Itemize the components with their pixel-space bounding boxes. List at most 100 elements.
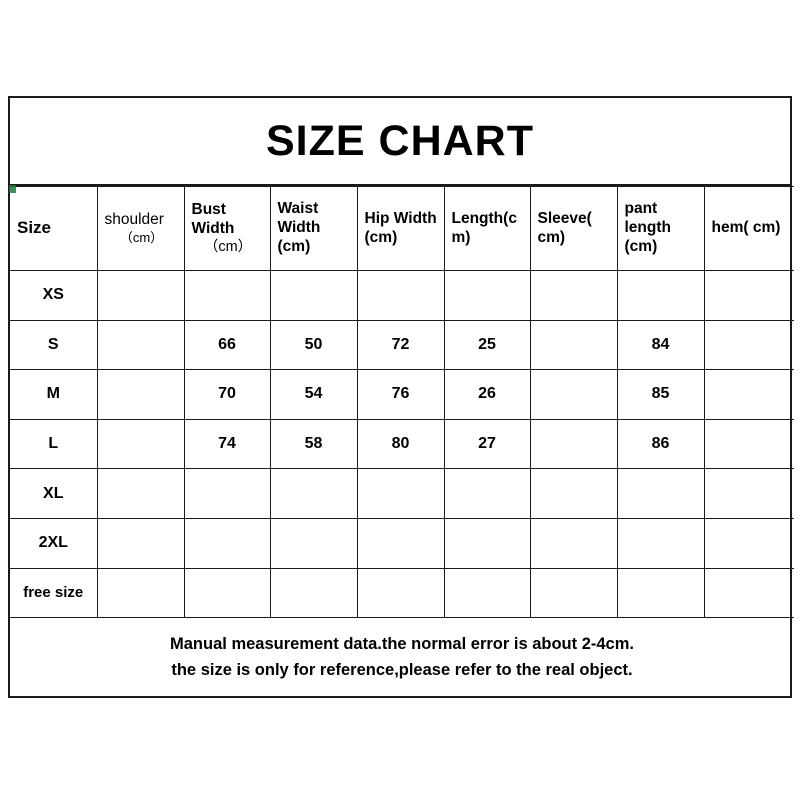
cell-hem bbox=[703, 270, 794, 321]
cell-pantlength bbox=[616, 270, 705, 321]
column-header-hem: hem( cm) bbox=[703, 186, 794, 271]
column-header-text: hem( cm) bbox=[712, 219, 790, 238]
column-header-unit: (cm) bbox=[277, 237, 311, 255]
column-header-text: Bust Width （cm） bbox=[192, 201, 265, 257]
cell-sleeve bbox=[529, 468, 618, 519]
cell-shoulder bbox=[96, 369, 185, 420]
cell-sleeve bbox=[529, 567, 618, 618]
table-row: 2XL bbox=[10, 517, 794, 569]
column-header-length: Length(c m) bbox=[443, 186, 531, 271]
size-label-cell: 2XL bbox=[10, 517, 98, 569]
column-header-text: pant length (cm) bbox=[625, 200, 699, 257]
cell-hip bbox=[356, 567, 445, 618]
cell-waist bbox=[269, 468, 358, 519]
cell-hem bbox=[703, 418, 794, 470]
note-line-2: the size is only for reference,please re… bbox=[171, 660, 633, 679]
column-header-label: Size bbox=[17, 218, 52, 238]
column-header-label: Length(c bbox=[451, 209, 517, 227]
note-row: Manual measurement data.the normal error… bbox=[10, 617, 794, 698]
column-header-unit: m) bbox=[451, 228, 471, 246]
cell-sleeve bbox=[529, 270, 618, 321]
column-header-label: Sleeve( bbox=[537, 209, 592, 227]
size-label-cell: L bbox=[10, 418, 98, 470]
column-header-unit: (cm) bbox=[624, 237, 658, 255]
size-label-cell: XS bbox=[10, 270, 98, 321]
size-label-cell: M bbox=[10, 369, 98, 420]
cell-length: 25 bbox=[443, 319, 531, 371]
header-row: Size shoulder （cm） Bust Width （cm） Waist Widt… bbox=[10, 186, 794, 271]
column-header-unit: (cm) bbox=[364, 228, 398, 246]
cell-pantlength: 84 bbox=[616, 319, 705, 371]
column-header-waist: Waist Width (cm) bbox=[269, 186, 358, 271]
cell-hem bbox=[703, 369, 794, 420]
cell-hip bbox=[356, 468, 445, 519]
cell-hem bbox=[703, 517, 794, 569]
cell-hip bbox=[356, 270, 445, 321]
cell-sleeve bbox=[529, 517, 618, 569]
cell-shoulder bbox=[96, 418, 185, 470]
size-label-cell: free size bbox=[10, 567, 98, 618]
cell-sleeve bbox=[529, 418, 618, 470]
column-header-label: pant length bbox=[624, 200, 672, 237]
cell-bust: 70 bbox=[183, 369, 271, 420]
column-header-text: shoulder （cm） bbox=[105, 211, 179, 246]
size-label-cell: XL bbox=[10, 468, 98, 519]
column-header-label: hem( cm) bbox=[711, 219, 781, 237]
cell-sleeve bbox=[529, 319, 618, 371]
cell-bust bbox=[183, 468, 271, 519]
table-row: M 70 54 76 26 85 bbox=[10, 369, 794, 420]
cell-shoulder bbox=[96, 567, 185, 618]
cell-shoulder bbox=[96, 270, 185, 321]
cell-sleeve bbox=[529, 369, 618, 420]
column-header-pantlength: pant length (cm) bbox=[616, 186, 705, 271]
cell-hem bbox=[703, 468, 794, 519]
column-header-label: Bust Width bbox=[191, 200, 235, 237]
column-header-text: Size bbox=[17, 218, 92, 239]
cell-length: 26 bbox=[443, 369, 531, 420]
cell-pantlength: 85 bbox=[616, 369, 705, 420]
cell-waist bbox=[269, 517, 358, 569]
column-header-label: shoulder bbox=[104, 211, 164, 229]
cell-waist: 50 bbox=[269, 319, 358, 371]
cell-waist bbox=[269, 567, 358, 618]
cell-bust bbox=[183, 270, 271, 321]
cell-waist bbox=[269, 270, 358, 321]
column-header-shoulder: shoulder （cm） bbox=[96, 186, 185, 271]
table-header: Size shoulder （cm） Bust Width （cm） Waist Widt… bbox=[10, 186, 794, 271]
cell-shoulder bbox=[96, 468, 185, 519]
cell-pantlength bbox=[616, 517, 705, 569]
size-label-cell: S bbox=[10, 319, 98, 371]
page-title: SIZE CHART bbox=[266, 116, 534, 165]
size-chart-table: Size shoulder （cm） Bust Width （cm） Waist Widt… bbox=[10, 186, 794, 698]
column-header-bust: Bust Width （cm） bbox=[183, 186, 271, 271]
table-body: XS S 66 50 72 25 84 M 70 54 76 26 85 L 74 58 80 27 86 XL 2XL… bbox=[10, 270, 794, 618]
measurement-note: Manual measurement data.the normal error… bbox=[10, 617, 794, 698]
table-row: L 74 58 80 27 86 bbox=[10, 418, 794, 470]
column-header-text: Sleeve(cm) bbox=[538, 210, 612, 248]
cell-shoulder bbox=[96, 517, 185, 569]
cell-length bbox=[443, 517, 531, 569]
column-header-unit: cm) bbox=[537, 228, 566, 246]
column-header-text: Hip Width (cm) bbox=[365, 210, 439, 248]
size-chart-table-frame: SIZE CHART Size shoulder （cm） Bust Width （cm… bbox=[8, 96, 794, 698]
cell-length bbox=[443, 567, 531, 618]
cell-hip bbox=[356, 517, 445, 569]
table-row: XL bbox=[10, 468, 794, 519]
cell-waist: 54 bbox=[269, 369, 358, 420]
table-row: S 66 50 72 25 84 bbox=[10, 319, 794, 371]
cell-length bbox=[443, 270, 531, 321]
column-header-label: Waist Width bbox=[277, 200, 321, 237]
cell-bust bbox=[183, 517, 271, 569]
cell-bust: 66 bbox=[183, 319, 271, 371]
cell-bust bbox=[183, 567, 271, 618]
note-line-1: Manual measurement data.the normal error… bbox=[170, 635, 634, 654]
cell-pantlength: 86 bbox=[616, 418, 705, 470]
cell-bust: 74 bbox=[183, 418, 271, 470]
cell-hip: 80 bbox=[356, 418, 445, 470]
cell-hip: 76 bbox=[356, 369, 445, 420]
column-header-label: Hip Width bbox=[364, 209, 437, 227]
cell-waist: 58 bbox=[269, 418, 358, 470]
table-row: XS bbox=[10, 270, 794, 321]
title-band: SIZE CHART bbox=[10, 98, 790, 186]
